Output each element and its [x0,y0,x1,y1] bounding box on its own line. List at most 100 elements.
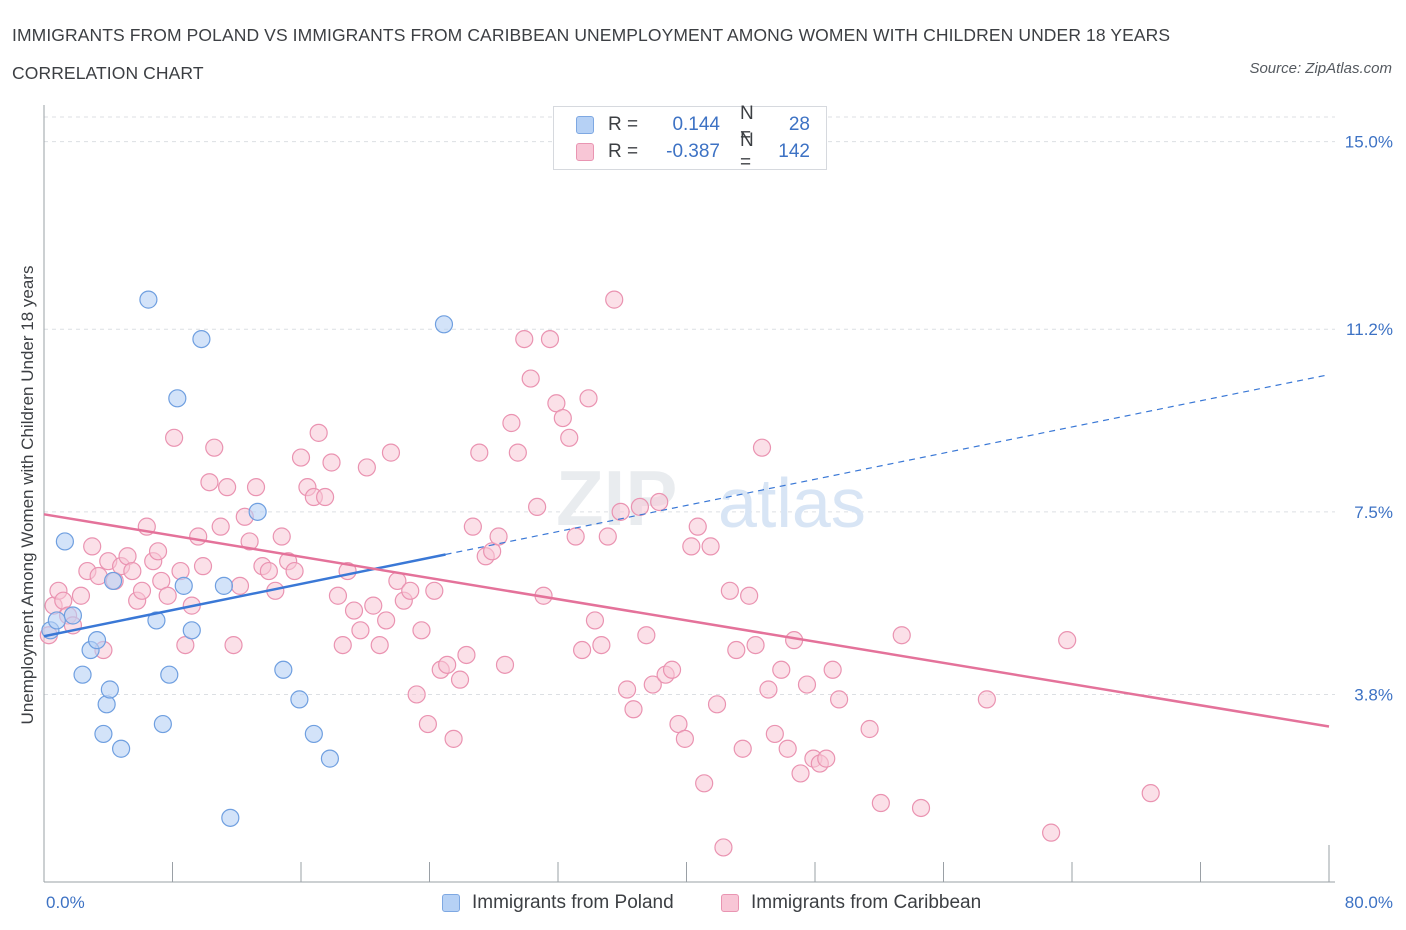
legend-item-caribbean[interactable]: Immigrants from Caribbean [721,888,981,918]
data-point-poland [147,611,166,630]
data-point-caribbean [418,714,437,734]
chart-title: IMMIGRANTS FROM POLAND VS IMMIGRANTS FRO… [12,25,1171,83]
data-point-caribbean [911,798,931,818]
data-point-caribbean [123,561,142,581]
data-point-poland [153,714,172,734]
data-point-caribbean [733,739,752,758]
data-point-caribbean [637,626,656,645]
data-point-caribbean [791,764,810,783]
n-value: 142 [778,141,810,162]
data-point-caribbean [566,527,585,546]
data-point-caribbean [470,443,489,462]
source-label: Source: ZipAtlas.com [1249,60,1392,77]
data-point-caribbean [598,527,617,546]
data-point-caribbean [579,389,598,408]
data-point-poland [304,724,323,744]
data-point-caribbean [817,749,836,768]
data-point-caribbean [230,576,250,595]
data-point-caribbean [860,719,879,739]
data-point-caribbean [611,502,630,521]
data-point-caribbean [463,517,482,536]
data-point-caribbean [457,645,476,665]
r-label: R = [608,141,639,162]
caribbean-swatch [576,143,594,161]
y-tick-label: 7.5% [1354,503,1393,522]
tick-labels: 3.8% 7.5% 11.2% 15.0% 0.0% 80.0% [46,133,1393,912]
data-point-caribbean [83,537,102,556]
data-point-poland [87,631,107,650]
data-point-caribbean [528,497,547,517]
data-point-caribbean [553,408,572,428]
data-point-caribbean [650,492,669,512]
data-point-caribbean [508,443,527,462]
data-point-caribbean [381,443,401,462]
data-point-poland [160,665,179,684]
data-point-caribbean [205,438,224,457]
data-point-caribbean [357,458,376,477]
data-point-caribbean [765,724,784,744]
data-point-caribbean [444,729,463,748]
data-point-caribbean [132,581,152,600]
data-point-poland [274,660,293,679]
trend-line-poland-extension [445,374,1330,556]
watermark-atlas: atlas [718,464,866,542]
data-point-caribbean [285,561,304,581]
data-point-caribbean [450,670,470,689]
data-point-caribbean [630,497,650,517]
data-point-caribbean [328,586,348,605]
data-point-caribbean [585,611,605,630]
series-caribbean-points [39,290,1160,857]
data-point-poland [63,606,83,625]
data-point-caribbean [746,635,765,655]
data-point-caribbean [333,635,352,655]
data-point-caribbean [540,329,560,349]
data-point-poland [221,808,240,827]
data-point-caribbean [438,655,457,674]
data-point-caribbean [291,448,311,467]
n-value: 28 [788,114,810,135]
data-point-caribbean [1042,823,1061,842]
data-point-caribbean [977,690,996,709]
data-point-caribbean [560,428,579,447]
data-point-caribbean [572,640,592,660]
data-point-caribbean [412,621,431,640]
r-label: R = [608,114,639,135]
watermark: ZIP atlas [556,454,866,542]
data-point-caribbean [605,290,624,309]
data-point-poland [100,680,119,699]
data-point-caribbean [752,438,772,457]
data-point-caribbean [823,660,842,679]
y-tick-label: 3.8% [1354,685,1393,704]
n-label: N = [740,103,754,146]
data-point-caribbean [148,542,168,561]
data-point-poland [55,532,74,551]
legend-item-poland[interactable]: Immigrants from Poland [442,888,674,918]
data-point-poland [111,739,131,758]
data-point-poland [248,502,267,521]
data-point-poland [94,724,113,744]
data-point-caribbean [502,413,521,433]
x-tick-label: 80.0% [1345,893,1393,912]
legend-label-caribbean: Immigrants from Caribbean [751,892,982,913]
data-point-poland [214,576,233,595]
data-point-poland [320,749,340,768]
data-point-caribbean [171,561,190,581]
r-value: -0.387 [666,141,720,162]
data-point-caribbean [892,626,911,645]
data-point-caribbean [515,329,534,349]
data-point-caribbean [871,793,890,813]
data-point-caribbean [592,635,611,655]
legend-row-poland: R = 0.144 N = 28 [576,103,810,146]
data-point-caribbean [495,655,515,674]
data-point-caribbean [701,537,720,556]
data-point-caribbean [344,601,364,620]
data-point-caribbean [370,635,389,655]
data-point-caribbean [682,537,701,556]
series-legend: Immigrants from Poland Immigrants from C… [0,888,1406,918]
data-point-caribbean [322,453,341,472]
data-point-caribbean [193,557,213,576]
data-point-caribbean [211,517,230,536]
data-point-caribbean [489,527,508,546]
data-point-poland [97,695,116,714]
